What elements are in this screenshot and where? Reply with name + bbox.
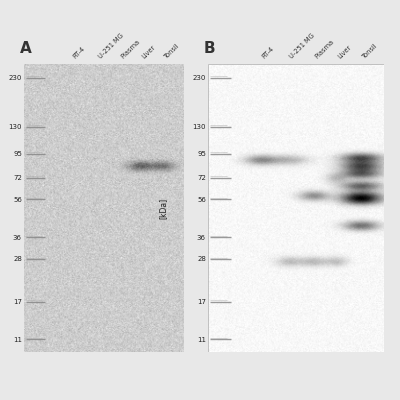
Text: RT-4: RT-4 — [72, 45, 86, 60]
Text: A: A — [20, 41, 32, 56]
Text: Tonsil: Tonsil — [361, 42, 378, 60]
Text: RT-4: RT-4 — [261, 45, 275, 60]
Text: B: B — [204, 41, 216, 56]
Text: Tonsil: Tonsil — [163, 42, 181, 60]
Text: U-251 MG: U-251 MG — [98, 32, 125, 60]
Text: Plasma: Plasma — [314, 38, 335, 60]
Y-axis label: [kDa]: [kDa] — [158, 198, 168, 218]
Text: U-251 MG: U-251 MG — [289, 32, 316, 60]
Text: Liver: Liver — [141, 44, 156, 60]
Text: Liver: Liver — [336, 44, 352, 60]
Text: Plasma: Plasma — [120, 38, 141, 60]
